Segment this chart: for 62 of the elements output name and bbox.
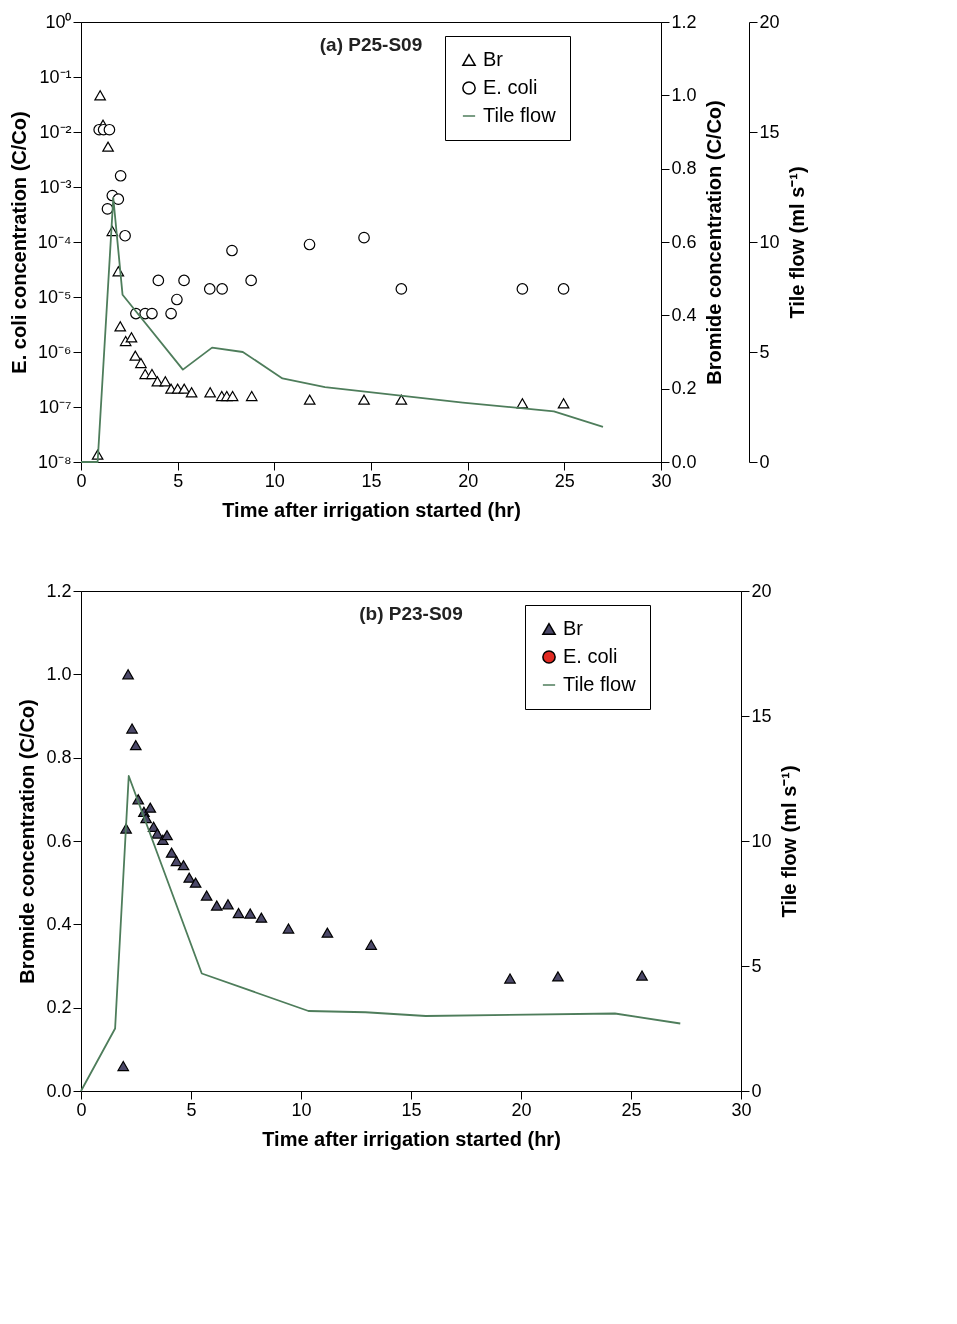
- y-tick-label: 10⁻⁸: [37, 451, 72, 472]
- y-tick-label: 0.6: [46, 830, 72, 851]
- x-tick-label: 0: [76, 1099, 87, 1120]
- y-tick-label: 0.2: [46, 997, 72, 1018]
- y2-tick-label: 0.8: [671, 158, 697, 179]
- x-tick-label: 20: [511, 1099, 532, 1120]
- x-tick-label: 25: [621, 1099, 642, 1120]
- x-tick-label: 30: [651, 470, 672, 491]
- legend-label: Tile flow: [483, 104, 557, 126]
- y-tick-label: 0.0: [46, 1080, 72, 1101]
- y2-tick-label: 0.0: [671, 451, 697, 472]
- x-tick-label: 0: [76, 470, 87, 491]
- y2-axis-title: Tile flow (ml s⁻¹): [777, 765, 800, 918]
- y2-tick-label: 0.6: [671, 231, 697, 252]
- y-tick-label: 0.8: [46, 747, 72, 768]
- x-tick-label: 10: [291, 1099, 312, 1120]
- y-tick-label: 10⁻⁵: [38, 286, 72, 307]
- y3-tick-label: 10: [759, 231, 780, 252]
- y2-axis-title: Bromide concentration (C/Co): [702, 100, 725, 385]
- y2-tick-label: 1.0: [671, 84, 697, 105]
- y3-tick-label: 0: [759, 451, 770, 472]
- y-tick-label: 10⁰: [45, 11, 72, 32]
- y-axis-title: E. coli concentration (C/Co): [7, 111, 30, 374]
- x-tick-label: 25: [554, 470, 575, 491]
- y-tick-label: 10⁻⁶: [38, 341, 72, 362]
- y2-tick-label: 5: [751, 955, 762, 976]
- y-tick-label: 10⁻¹: [39, 66, 72, 87]
- y3-tick-label: 5: [759, 341, 770, 362]
- legend-label: Br: [483, 48, 504, 70]
- y2-tick-label: 1.2: [671, 11, 697, 32]
- y2-tick-label: 20: [751, 580, 772, 601]
- x-tick-label: 20: [458, 470, 479, 491]
- x-axis-title: Time after irrigation started (hr): [262, 1127, 561, 1150]
- x-axis-title: Time after irrigation started (hr): [222, 498, 521, 521]
- legend-label: Br: [563, 617, 584, 639]
- y2-tick-label: 0.4: [671, 304, 697, 325]
- x-tick-label: 5: [173, 470, 184, 491]
- legend-label: E. coli: [483, 76, 538, 98]
- y3-tick-label: 20: [759, 11, 780, 32]
- y-tick-label: 1.2: [46, 580, 72, 601]
- y-tick-label: 0.4: [46, 913, 72, 934]
- y2-tick-label: 0.2: [671, 378, 697, 399]
- text: (b) P23-S09: [359, 603, 463, 624]
- y3-tick-label: 15: [759, 121, 780, 142]
- text: (a) P25-S09: [319, 34, 423, 55]
- x-tick-label: 15: [401, 1099, 422, 1120]
- y-tick-label: 10⁻⁷: [38, 396, 72, 417]
- y-tick-label: 10⁻⁴: [37, 231, 72, 252]
- y2-tick-label: 15: [751, 705, 772, 726]
- legend-label: E. coli: [563, 645, 618, 667]
- y2-tick-label: 10: [751, 830, 772, 851]
- legend-label: Tile flow: [563, 673, 637, 695]
- x-tick-label: 30: [731, 1099, 752, 1120]
- y-tick-label: 1.0: [46, 663, 72, 684]
- y3-axis-title: Tile flow (ml s⁻¹): [785, 166, 808, 319]
- x-tick-label: 15: [361, 470, 382, 491]
- x-tick-label: 10: [264, 470, 285, 491]
- y-tick-label: 10⁻³: [39, 176, 72, 197]
- x-tick-label: 5: [186, 1099, 197, 1120]
- y-axis-title: Bromide concentration (C/Co): [16, 699, 39, 984]
- y2-tick-label: 0: [751, 1080, 762, 1101]
- y-tick-label: 10⁻²: [39, 121, 72, 142]
